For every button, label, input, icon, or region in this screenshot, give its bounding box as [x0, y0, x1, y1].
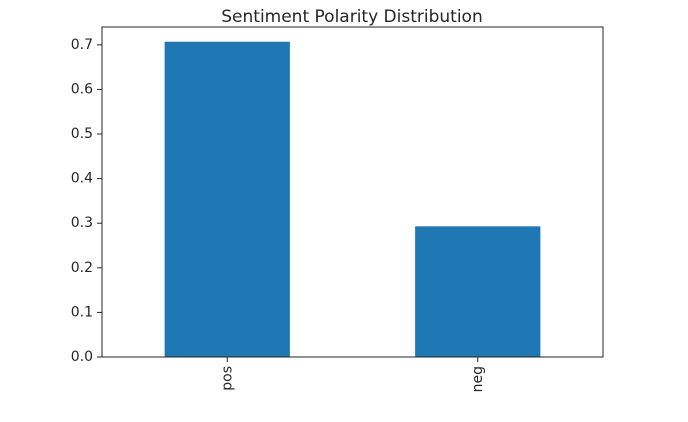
- y-tick-label: 0.0: [71, 349, 93, 365]
- y-tick-label: 0.3: [71, 215, 93, 231]
- bars-layer: [164, 41, 541, 357]
- y-tick-label: 0.1: [71, 304, 93, 320]
- chart-title: Sentiment Polarity Distribution: [221, 7, 482, 27]
- y-tick-label: 0.5: [71, 126, 93, 142]
- x-tick-label: neg: [470, 366, 486, 392]
- y-tick-label: 0.7: [71, 37, 93, 53]
- x-tick-label: pos: [219, 366, 235, 391]
- y-tick-label: 0.2: [71, 260, 93, 276]
- y-tick-label: 0.6: [71, 81, 93, 97]
- bar-neg: [415, 226, 541, 357]
- y-axis: 0.0 0.1 0.2 0.3 0.4 0.5 0.6 0.7: [71, 37, 102, 365]
- bar-pos: [164, 41, 290, 357]
- y-tick-label: 0.4: [71, 171, 93, 187]
- plot-frame: [101, 26, 604, 358]
- x-axis: pos neg: [219, 357, 486, 392]
